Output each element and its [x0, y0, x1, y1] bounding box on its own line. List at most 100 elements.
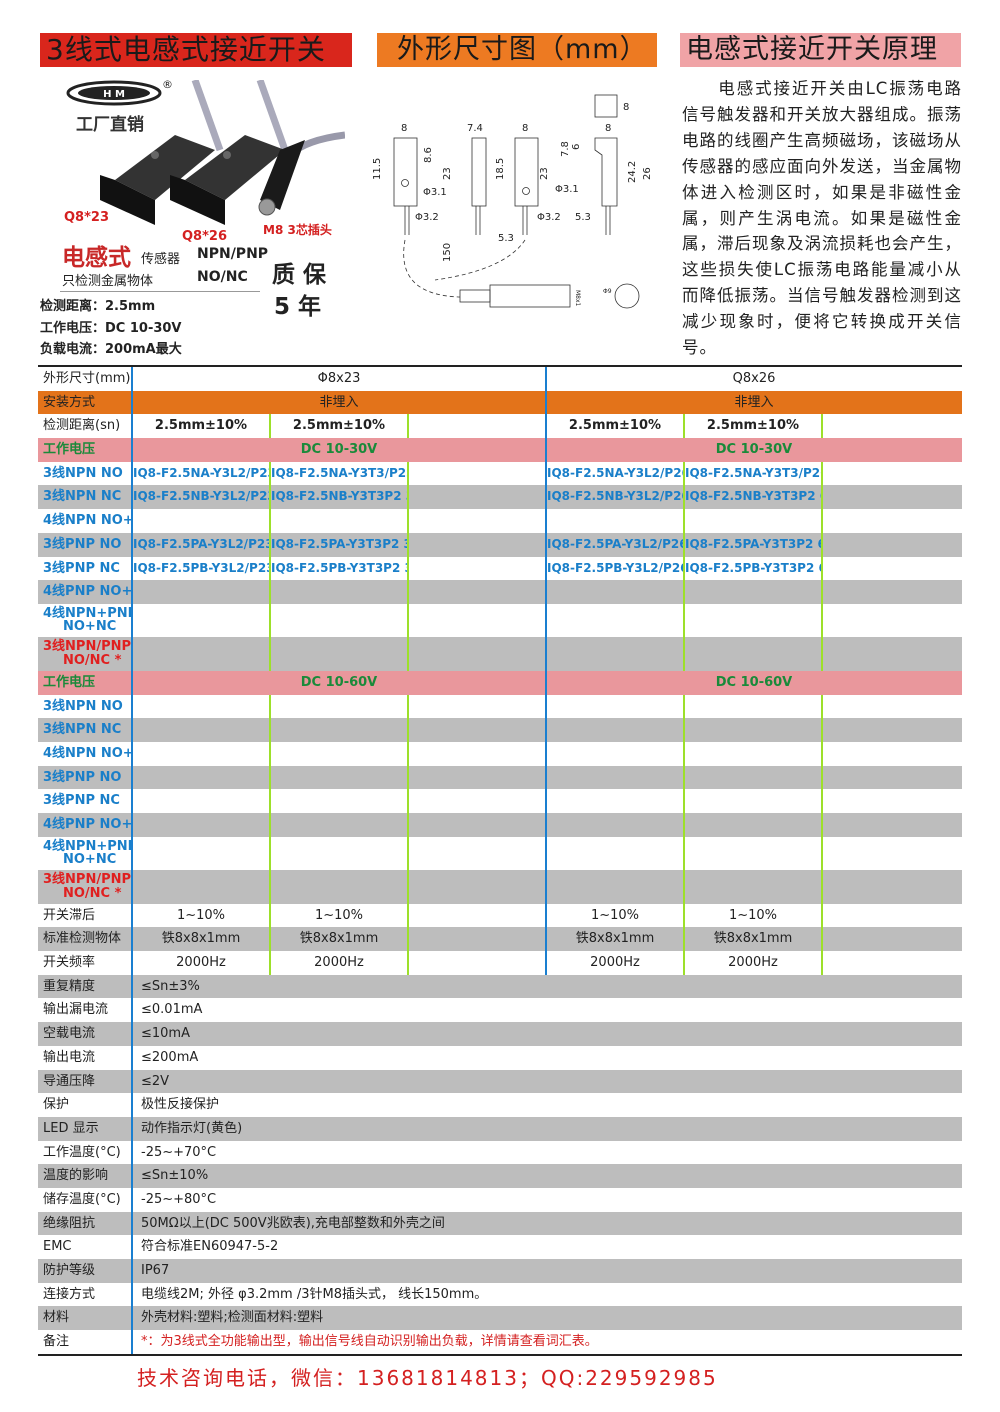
- table-row: 3线NPN NC IQ8-F2.5NB-Y3L2/P23 IQ8-F2.5NB-Y3…: [38, 485, 962, 510]
- row-label: 标准检测物体: [38, 927, 133, 952]
- model-label-q8x23: Q8*23: [64, 210, 109, 225]
- table-cell: [133, 789, 271, 813]
- table-cell: [547, 718, 685, 742]
- table-cell: ≤10mA: [141, 1026, 190, 1042]
- table-cell: [823, 604, 961, 638]
- row-label: 输出漏电流: [38, 998, 133, 1023]
- table-cell: [547, 741, 685, 766]
- table-row: 安装方式 非埋入 非埋入: [38, 390, 962, 415]
- table-cell: [547, 836, 685, 871]
- spec-voltage: 工作电压：DC 10-30V: [40, 320, 182, 336]
- table-row: 绝缘阻抗 50MΩ以上(DC 500V兆欧表),充电部整数和外壳之间: [38, 1211, 962, 1236]
- table-cell: 2000Hz: [547, 951, 685, 975]
- product-title: 3线式电感式接近开关: [40, 33, 352, 67]
- warranty-line2: 5 年: [274, 294, 322, 320]
- table-cell: [547, 509, 685, 533]
- row-label-line1: 3线NPN/PNP: [43, 872, 132, 888]
- row-label-line2: NO/NC *: [63, 885, 122, 901]
- table-row: 开关滞后 1~10% 1~10% 1~10% 1~10%: [38, 903, 962, 928]
- row-label: 重复精度: [38, 974, 133, 999]
- table-cell: 2000Hz: [685, 951, 823, 975]
- row-label: 3线PNP NC: [38, 789, 133, 813]
- table-cell: [685, 509, 823, 533]
- row-label: 3线NPN/PNP NO/NC *: [38, 870, 133, 904]
- row-label: 防护等级: [38, 1259, 133, 1283]
- table-cell: 1~10%: [133, 903, 271, 928]
- table-row: 4线PNP NO+NC: [38, 580, 962, 604]
- table-cell: [685, 789, 823, 813]
- table-cell: [823, 742, 961, 766]
- svg-text:8: 8: [623, 102, 629, 113]
- table-cell: [823, 637, 961, 671]
- row-label: 备注: [38, 1330, 133, 1354]
- table-cell: [271, 637, 409, 671]
- spec-table: 外形尺寸(mm) Φ8x23 Q8x26 安装方式 非埋入 非埋入 检测距离(sn) 2.5m…: [38, 365, 962, 1356]
- table-cell: DC 10-30V: [715, 442, 793, 458]
- table-cell: ≤0.01mA: [141, 1002, 203, 1018]
- table-row: 开关频率 2000Hz 2000Hz 2000Hz 2000Hz: [38, 951, 962, 975]
- table-row: 3线PNP NO: [38, 765, 962, 790]
- table-cell: 非埋入: [133, 390, 547, 415]
- row-label: 温度的影响: [38, 1164, 133, 1188]
- row-label: 工作电压: [38, 438, 133, 462]
- table-cell: IQ8-F2.5PB-Y3L2/P26: [547, 556, 685, 581]
- table-cell: 2.5mm±10%: [685, 414, 823, 439]
- svg-text:Φ3.2: Φ3.2: [415, 212, 439, 223]
- table-row: 3线PNP NC IQ8-F2.5PB-Y3L2/P23 IQ8-F2.5PB-Y3…: [38, 556, 962, 581]
- row-label-line1: 4线NPN+PNP: [43, 605, 133, 621]
- svg-text:11.5: 11.5: [372, 158, 383, 180]
- svg-text:8.6: 8.6: [423, 147, 434, 163]
- table-row: 3线NPN/PNP NO/NC *: [38, 637, 962, 671]
- table-cell: [823, 557, 961, 581]
- table-cell: [133, 836, 271, 871]
- table-cell: [823, 580, 961, 604]
- table-cell: 电缆线2M; 外径 φ3.2mm /3针M8插头式， 线长150mm。: [141, 1286, 488, 1302]
- row-label: 外形尺寸(mm): [38, 367, 133, 391]
- row-label-line2: NO+NC: [63, 619, 117, 635]
- row-label: 4线NPN+PNP NO+NC: [38, 603, 133, 638]
- row-label: 绝缘阻抗: [38, 1211, 133, 1236]
- table-row: 储存温度(°C) -25~+80°C: [38, 1187, 962, 1212]
- table-cell: IQ8-F2.5PB-Y3T3P2 3: [271, 556, 409, 581]
- table-cell: IQ8-F2.5NB-Y3T3P2 6: [685, 485, 823, 510]
- principle-title: 电感式接近开关原理: [680, 33, 961, 67]
- table-cell: [409, 580, 547, 604]
- table-cell: [823, 462, 961, 486]
- table-cell: IQ8-F2.5PB-Y3T3P2 6: [685, 556, 823, 581]
- table-cell: [823, 951, 961, 975]
- table-row: 空载电流 ≤10mA: [38, 1022, 962, 1046]
- row-label-line2: NO+NC: [63, 852, 117, 868]
- principle-text: 电感式接近开关由LC振荡电路信号触发器和开关放大器组成。振荡电路的线圈产生高频磁…: [682, 79, 962, 358]
- svg-text:23: 23: [442, 167, 453, 180]
- spec-summary: 检测距离：2.5mm 工作电压：DC 10-30V 负载电流：200mA最大: [40, 296, 270, 361]
- svg-text:8: 8: [605, 123, 611, 134]
- table-cell: [547, 603, 685, 638]
- table-row: 保护 极性反接保护: [38, 1093, 962, 1117]
- svg-text:Φ9: Φ9: [603, 288, 612, 295]
- svg-text:M8x1: M8x1: [574, 290, 581, 307]
- table-cell: IP67: [141, 1263, 170, 1278]
- table-row: 3线NPN NO: [38, 694, 962, 719]
- table-cell: Φ8x23: [133, 367, 547, 391]
- table-row: 导通压降 ≤2V: [38, 1069, 962, 1094]
- table-cell: IQ8-F2.5PA-Y3T3P2 6: [685, 532, 823, 557]
- sensor-type-small: 传感器: [141, 252, 181, 267]
- table-cell: 2000Hz: [271, 951, 409, 975]
- table-row: 4线NPN NO+NC: [38, 509, 962, 533]
- table-row: 3线PNP NC: [38, 789, 962, 813]
- plug-label: M8 3芯插头: [263, 223, 332, 237]
- table-cell: [271, 694, 409, 719]
- table-cell: [685, 870, 823, 904]
- table-row: 4线NPN NO+NC: [38, 741, 962, 766]
- table-cell: [823, 927, 961, 951]
- table-cell: IQ8-F2.5NA-Y3T3/P23: [271, 461, 409, 486]
- table-cell: 铁8x8x1mm: [685, 927, 823, 952]
- table-cell: 1~10%: [685, 903, 823, 928]
- table-row: 重复精度 ≤Sn±3%: [38, 974, 962, 999]
- table-cell: 2.5mm±10%: [547, 414, 685, 439]
- row-label: 安装方式: [38, 390, 133, 415]
- table-cell: ≤Sn±10%: [141, 1168, 209, 1184]
- table-cell: [133, 603, 271, 638]
- table-cell: [271, 765, 409, 790]
- table-row: 温度的影响 ≤Sn±10%: [38, 1164, 962, 1188]
